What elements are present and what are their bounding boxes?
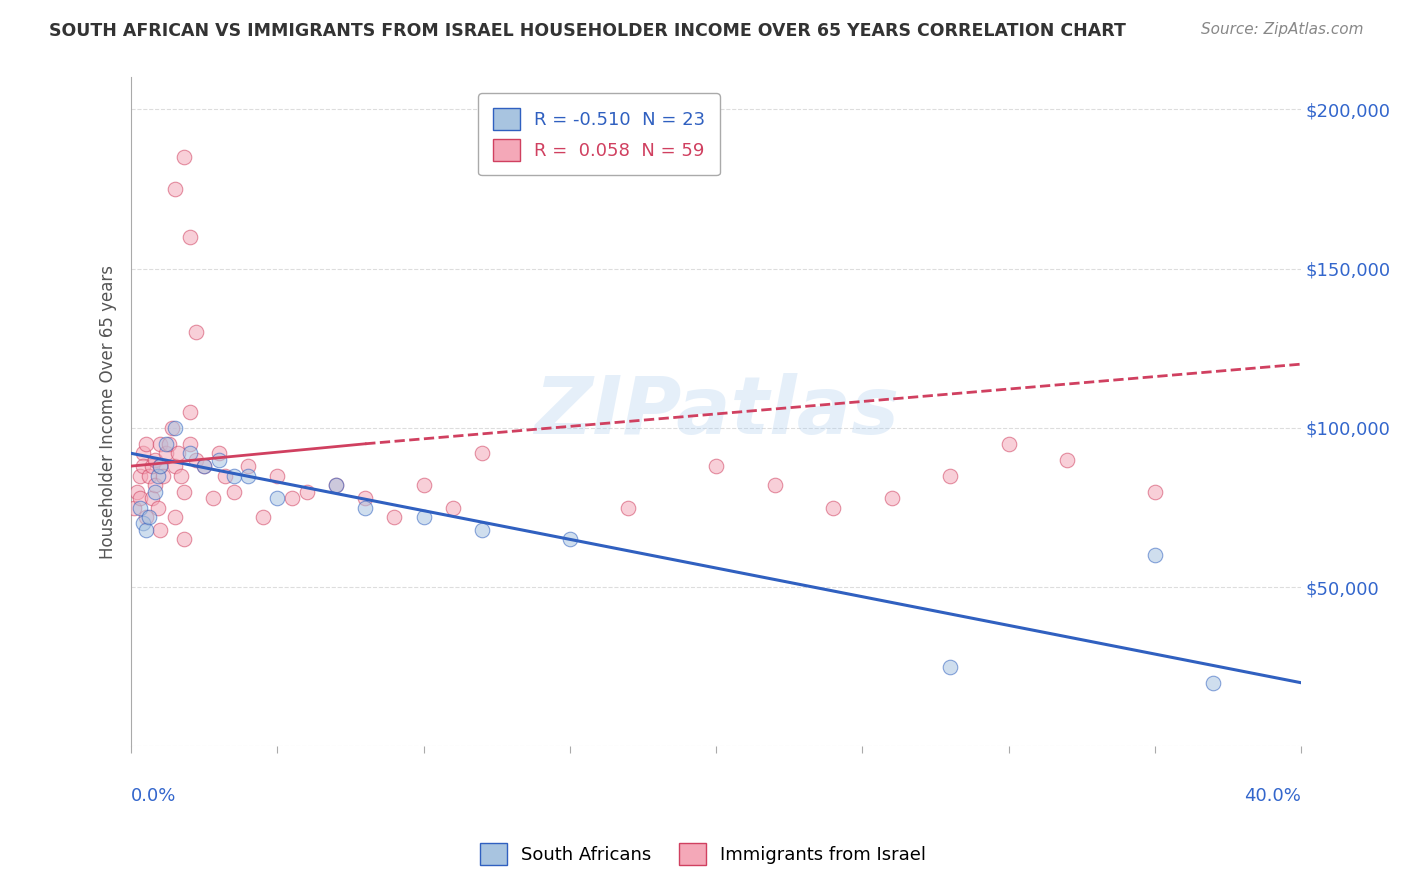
Point: [184, 452, 207, 467]
Point: [179, 229, 201, 244]
Point: [354, 500, 377, 515]
Point: [412, 478, 434, 492]
Point: [165, 182, 187, 196]
Point: [179, 437, 201, 451]
Point: [149, 459, 172, 474]
Point: [129, 491, 152, 505]
Point: [202, 491, 225, 505]
Text: 0.0%: 0.0%: [131, 787, 177, 805]
Point: [295, 484, 318, 499]
Point: [208, 452, 231, 467]
Point: [135, 510, 157, 524]
Point: [617, 500, 640, 515]
Point: [179, 446, 201, 460]
Point: [165, 459, 187, 474]
Point: [135, 437, 157, 451]
Point: [193, 459, 215, 474]
Point: [179, 405, 201, 419]
Point: [143, 452, 166, 467]
Point: [266, 491, 288, 505]
Point: [138, 510, 160, 524]
Point: [384, 510, 406, 524]
Point: [146, 468, 169, 483]
Point: [939, 660, 962, 674]
Point: [173, 484, 195, 499]
Point: [146, 500, 169, 515]
Point: [141, 459, 163, 474]
Point: [252, 510, 274, 524]
Y-axis label: Householder Income Over 65 years: Householder Income Over 65 years: [100, 265, 117, 559]
Legend: South Africans, Immigrants from Israel: South Africans, Immigrants from Israel: [471, 834, 935, 874]
Point: [214, 468, 236, 483]
Point: [222, 484, 245, 499]
Point: [141, 491, 163, 505]
Point: [135, 523, 157, 537]
Point: [138, 468, 160, 483]
Point: [441, 500, 464, 515]
Text: Source: ZipAtlas.com: Source: ZipAtlas.com: [1201, 22, 1364, 37]
Point: [165, 421, 187, 435]
Point: [132, 459, 155, 474]
Text: SOUTH AFRICAN VS IMMIGRANTS FROM ISRAEL HOUSEHOLDER INCOME OVER 65 YEARS CORRELA: SOUTH AFRICAN VS IMMIGRANTS FROM ISRAEL …: [49, 22, 1126, 40]
Point: [152, 468, 174, 483]
Point: [354, 491, 377, 505]
Point: [173, 533, 195, 547]
Point: [763, 478, 786, 492]
Point: [704, 459, 727, 474]
Point: [132, 516, 155, 531]
Point: [155, 446, 177, 460]
Point: [143, 478, 166, 492]
Text: 40.0%: 40.0%: [1244, 787, 1301, 805]
Point: [238, 459, 260, 474]
Point: [173, 150, 195, 164]
Point: [184, 326, 207, 340]
Point: [558, 533, 581, 547]
Point: [155, 437, 177, 451]
Point: [325, 478, 347, 492]
Point: [143, 484, 166, 499]
Point: [149, 437, 172, 451]
Point: [281, 491, 304, 505]
Point: [1202, 675, 1225, 690]
Point: [997, 437, 1019, 451]
Point: [132, 446, 155, 460]
Point: [170, 468, 193, 483]
Point: [165, 510, 187, 524]
Point: [157, 437, 180, 451]
Point: [238, 468, 260, 483]
Point: [1056, 452, 1078, 467]
Point: [266, 468, 288, 483]
Point: [222, 468, 245, 483]
Point: [1143, 549, 1166, 563]
Point: [129, 500, 152, 515]
Point: [127, 484, 149, 499]
Text: ZIPatlas: ZIPatlas: [534, 373, 898, 451]
Point: [325, 478, 347, 492]
Point: [1143, 484, 1166, 499]
Point: [129, 468, 152, 483]
Point: [149, 459, 172, 474]
Point: [939, 468, 962, 483]
Point: [208, 446, 231, 460]
Legend: R = -0.510  N = 23, R =  0.058  N = 59: R = -0.510 N = 23, R = 0.058 N = 59: [478, 93, 720, 175]
Point: [149, 523, 172, 537]
Point: [160, 421, 183, 435]
Point: [412, 510, 434, 524]
Point: [167, 446, 190, 460]
Point: [823, 500, 845, 515]
Point: [471, 446, 494, 460]
Point: [880, 491, 903, 505]
Point: [122, 500, 145, 515]
Point: [471, 523, 494, 537]
Point: [193, 459, 215, 474]
